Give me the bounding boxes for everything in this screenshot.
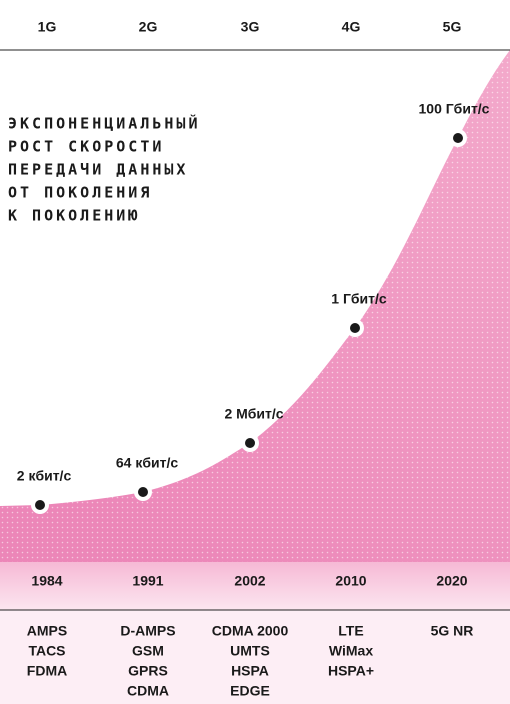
dot-texture — [0, 50, 510, 562]
title-line: ПЕРЕДАЧИ ДАННЫХ — [8, 161, 188, 179]
year: 1984 — [31, 573, 62, 589]
year: 1991 — [132, 573, 163, 589]
tech-band — [0, 610, 510, 704]
year: 2020 — [436, 573, 467, 589]
speed-label: 2 Мбит/с — [224, 406, 283, 422]
point — [350, 323, 360, 333]
technology: GSM — [132, 643, 164, 659]
generation: 2G — [139, 19, 158, 35]
technology: CDMA 2000 — [212, 623, 289, 639]
speed-label: 100 Гбит/с — [419, 101, 490, 117]
generation: 5G — [443, 19, 462, 35]
technology: EDGE — [230, 683, 270, 699]
title-line: ОТ ПОКОЛЕНИЯ — [8, 184, 152, 202]
point — [138, 487, 148, 497]
year-band — [0, 562, 510, 610]
generation: 4G — [342, 19, 361, 35]
technology: D-AMPS — [120, 623, 175, 639]
technology: HSPA+ — [328, 663, 374, 679]
point — [245, 438, 255, 448]
speed-label: 64 кбит/с — [116, 455, 178, 471]
technology: WiMax — [329, 643, 373, 659]
title-line: ЭКСПОНЕНЦИАЛЬНЫЙ — [8, 114, 201, 133]
generation: 1G — [38, 19, 57, 35]
speed-label: 1 Гбит/с — [331, 291, 387, 307]
point — [453, 133, 463, 143]
technology: CDMA — [127, 683, 169, 699]
generation: 3G — [241, 19, 260, 35]
title-line: РОСТ СКОРОСТИ — [8, 138, 164, 156]
year: 2010 — [335, 573, 366, 589]
technology: GPRS — [128, 663, 168, 679]
year: 2002 — [234, 573, 265, 589]
technology: LTE — [338, 623, 363, 639]
technology: FDMA — [27, 663, 67, 679]
technology: AMPS — [27, 623, 67, 639]
title-line: К ПОКОЛЕНИЮ — [8, 207, 140, 225]
technology: HSPA — [231, 663, 269, 679]
technology: TACS — [28, 643, 65, 659]
technology: 5G NR — [431, 623, 474, 639]
point — [35, 500, 45, 510]
technology: UMTS — [230, 643, 270, 659]
speed-label: 2 кбит/с — [17, 468, 72, 484]
